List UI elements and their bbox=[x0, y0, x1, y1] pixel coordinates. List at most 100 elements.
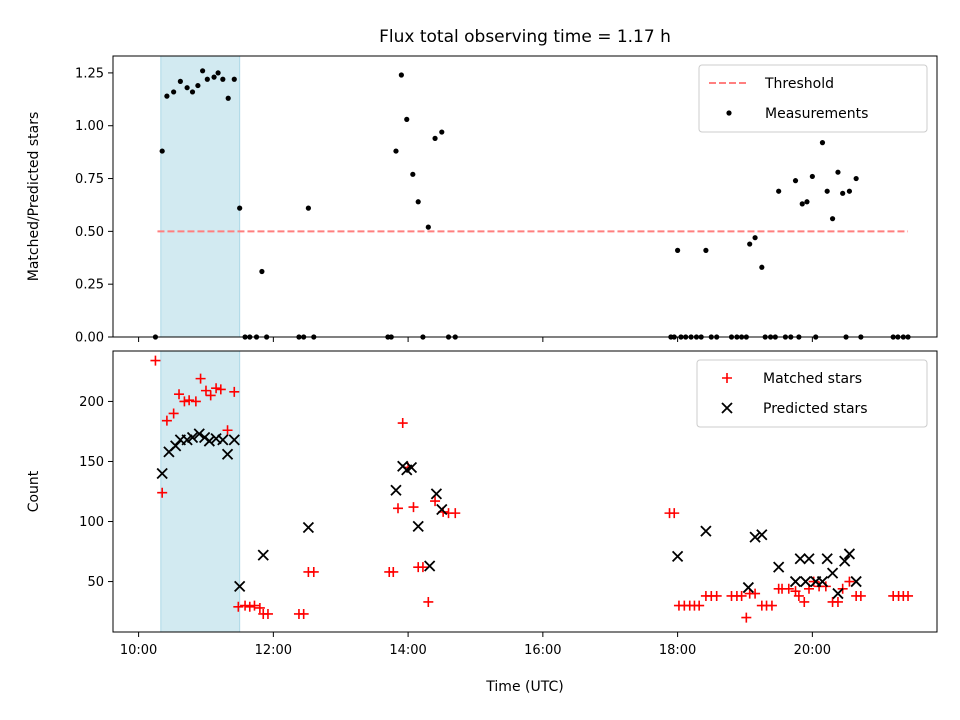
data-point bbox=[789, 575, 802, 588]
data-point bbox=[225, 95, 231, 101]
plot-frame bbox=[112, 350, 938, 633]
observing-span-highlight bbox=[160, 55, 241, 338]
data-point bbox=[832, 587, 844, 600]
x-tick-label: 18:00 bbox=[659, 643, 696, 658]
data-point bbox=[694, 600, 705, 611]
data-point bbox=[211, 383, 222, 394]
data-point bbox=[749, 531, 761, 543]
y-tick-label: 0.00 bbox=[75, 331, 104, 346]
data-point bbox=[783, 583, 794, 594]
data-point bbox=[844, 576, 855, 587]
ratio-panel: 0.00 0.25 0.50 0.75 1.00 1.25 Matched/Predicte… bbox=[26, 55, 938, 346]
data-point bbox=[195, 82, 201, 89]
data-point bbox=[262, 608, 273, 619]
data-point bbox=[439, 129, 445, 135]
x-tick-label: 20:00 bbox=[794, 643, 831, 658]
data-point bbox=[759, 264, 765, 270]
data-point bbox=[792, 178, 799, 184]
data-point bbox=[240, 600, 251, 611]
data-point bbox=[190, 396, 201, 407]
data-point bbox=[843, 548, 856, 560]
data-point bbox=[756, 529, 768, 541]
data-point bbox=[215, 384, 226, 395]
data-point bbox=[259, 268, 265, 275]
data-point bbox=[417, 562, 428, 573]
data-point bbox=[215, 70, 221, 76]
legend-marker bbox=[726, 110, 732, 116]
data-point bbox=[156, 467, 168, 480]
plot-frame bbox=[112, 55, 938, 338]
data-point bbox=[773, 561, 785, 573]
x-tick-label: 12:00 bbox=[255, 643, 292, 658]
data-point bbox=[392, 503, 403, 514]
x-tick-label: 10:00 bbox=[120, 643, 157, 658]
data-point bbox=[808, 576, 819, 587]
data-point bbox=[228, 434, 240, 446]
data-point bbox=[799, 575, 812, 588]
data-point bbox=[816, 575, 829, 588]
observing-span-highlight bbox=[160, 350, 241, 633]
data-point bbox=[222, 425, 233, 436]
data-point bbox=[408, 502, 419, 513]
data-point bbox=[164, 93, 170, 99]
series-matched-stars bbox=[150, 355, 914, 623]
data-point bbox=[747, 241, 753, 247]
data-point bbox=[832, 596, 843, 607]
data-point bbox=[432, 135, 438, 141]
data-point bbox=[750, 588, 761, 599]
data-point bbox=[189, 89, 196, 95]
data-point bbox=[398, 72, 404, 78]
x-tick-label: 14:00 bbox=[389, 643, 426, 658]
data-point bbox=[826, 567, 839, 579]
data-point bbox=[220, 76, 226, 82]
data-point bbox=[254, 602, 265, 613]
legend-box bbox=[698, 64, 928, 133]
data-point bbox=[244, 601, 255, 612]
data-point bbox=[217, 434, 229, 446]
legend-entry-label: Measurements bbox=[765, 106, 868, 122]
data-point bbox=[824, 188, 830, 194]
data-point bbox=[184, 395, 195, 406]
data-point bbox=[393, 148, 399, 154]
x-tick-label: 16:00 bbox=[524, 643, 561, 658]
data-point bbox=[168, 408, 179, 419]
data-point bbox=[804, 199, 810, 205]
data-point bbox=[415, 199, 421, 205]
data-point bbox=[200, 385, 211, 396]
data-point bbox=[736, 590, 747, 601]
y-tick-label: 0.75 bbox=[75, 172, 104, 187]
legend-entry-label: Predicted stars bbox=[763, 401, 868, 417]
data-point bbox=[302, 521, 315, 534]
y-axis-label: Count bbox=[26, 470, 42, 512]
data-point bbox=[397, 418, 408, 429]
data-point bbox=[671, 550, 684, 562]
data-point bbox=[425, 224, 431, 230]
data-point bbox=[742, 581, 754, 594]
data-point bbox=[298, 608, 309, 619]
count-panel: 50 100 150 200 10:00 12:00 14:00 16:00 18:00 20:0… bbox=[26, 350, 938, 658]
data-point bbox=[211, 74, 217, 80]
data-point bbox=[150, 355, 161, 366]
data-point bbox=[793, 590, 804, 601]
data-point bbox=[766, 600, 777, 611]
data-point bbox=[799, 596, 810, 607]
data-point bbox=[231, 76, 237, 82]
series-measurements bbox=[152, 68, 911, 340]
data-point bbox=[229, 386, 240, 397]
data-point bbox=[423, 596, 434, 607]
data-point bbox=[249, 600, 260, 611]
data-point bbox=[711, 590, 722, 601]
data-point bbox=[161, 415, 172, 426]
data-point bbox=[903, 590, 914, 601]
legend-marker bbox=[721, 402, 733, 414]
data-point bbox=[450, 508, 461, 519]
data-point bbox=[308, 566, 319, 577]
data-point bbox=[204, 76, 210, 82]
data-point bbox=[174, 389, 185, 400]
data-point bbox=[200, 68, 206, 74]
legend: Matched stars Predicted stars bbox=[696, 359, 928, 428]
y-tick-label: 100 bbox=[79, 515, 104, 530]
data-point bbox=[809, 173, 815, 180]
y-tick-label: 1.25 bbox=[75, 66, 104, 81]
data-point bbox=[776, 188, 782, 194]
